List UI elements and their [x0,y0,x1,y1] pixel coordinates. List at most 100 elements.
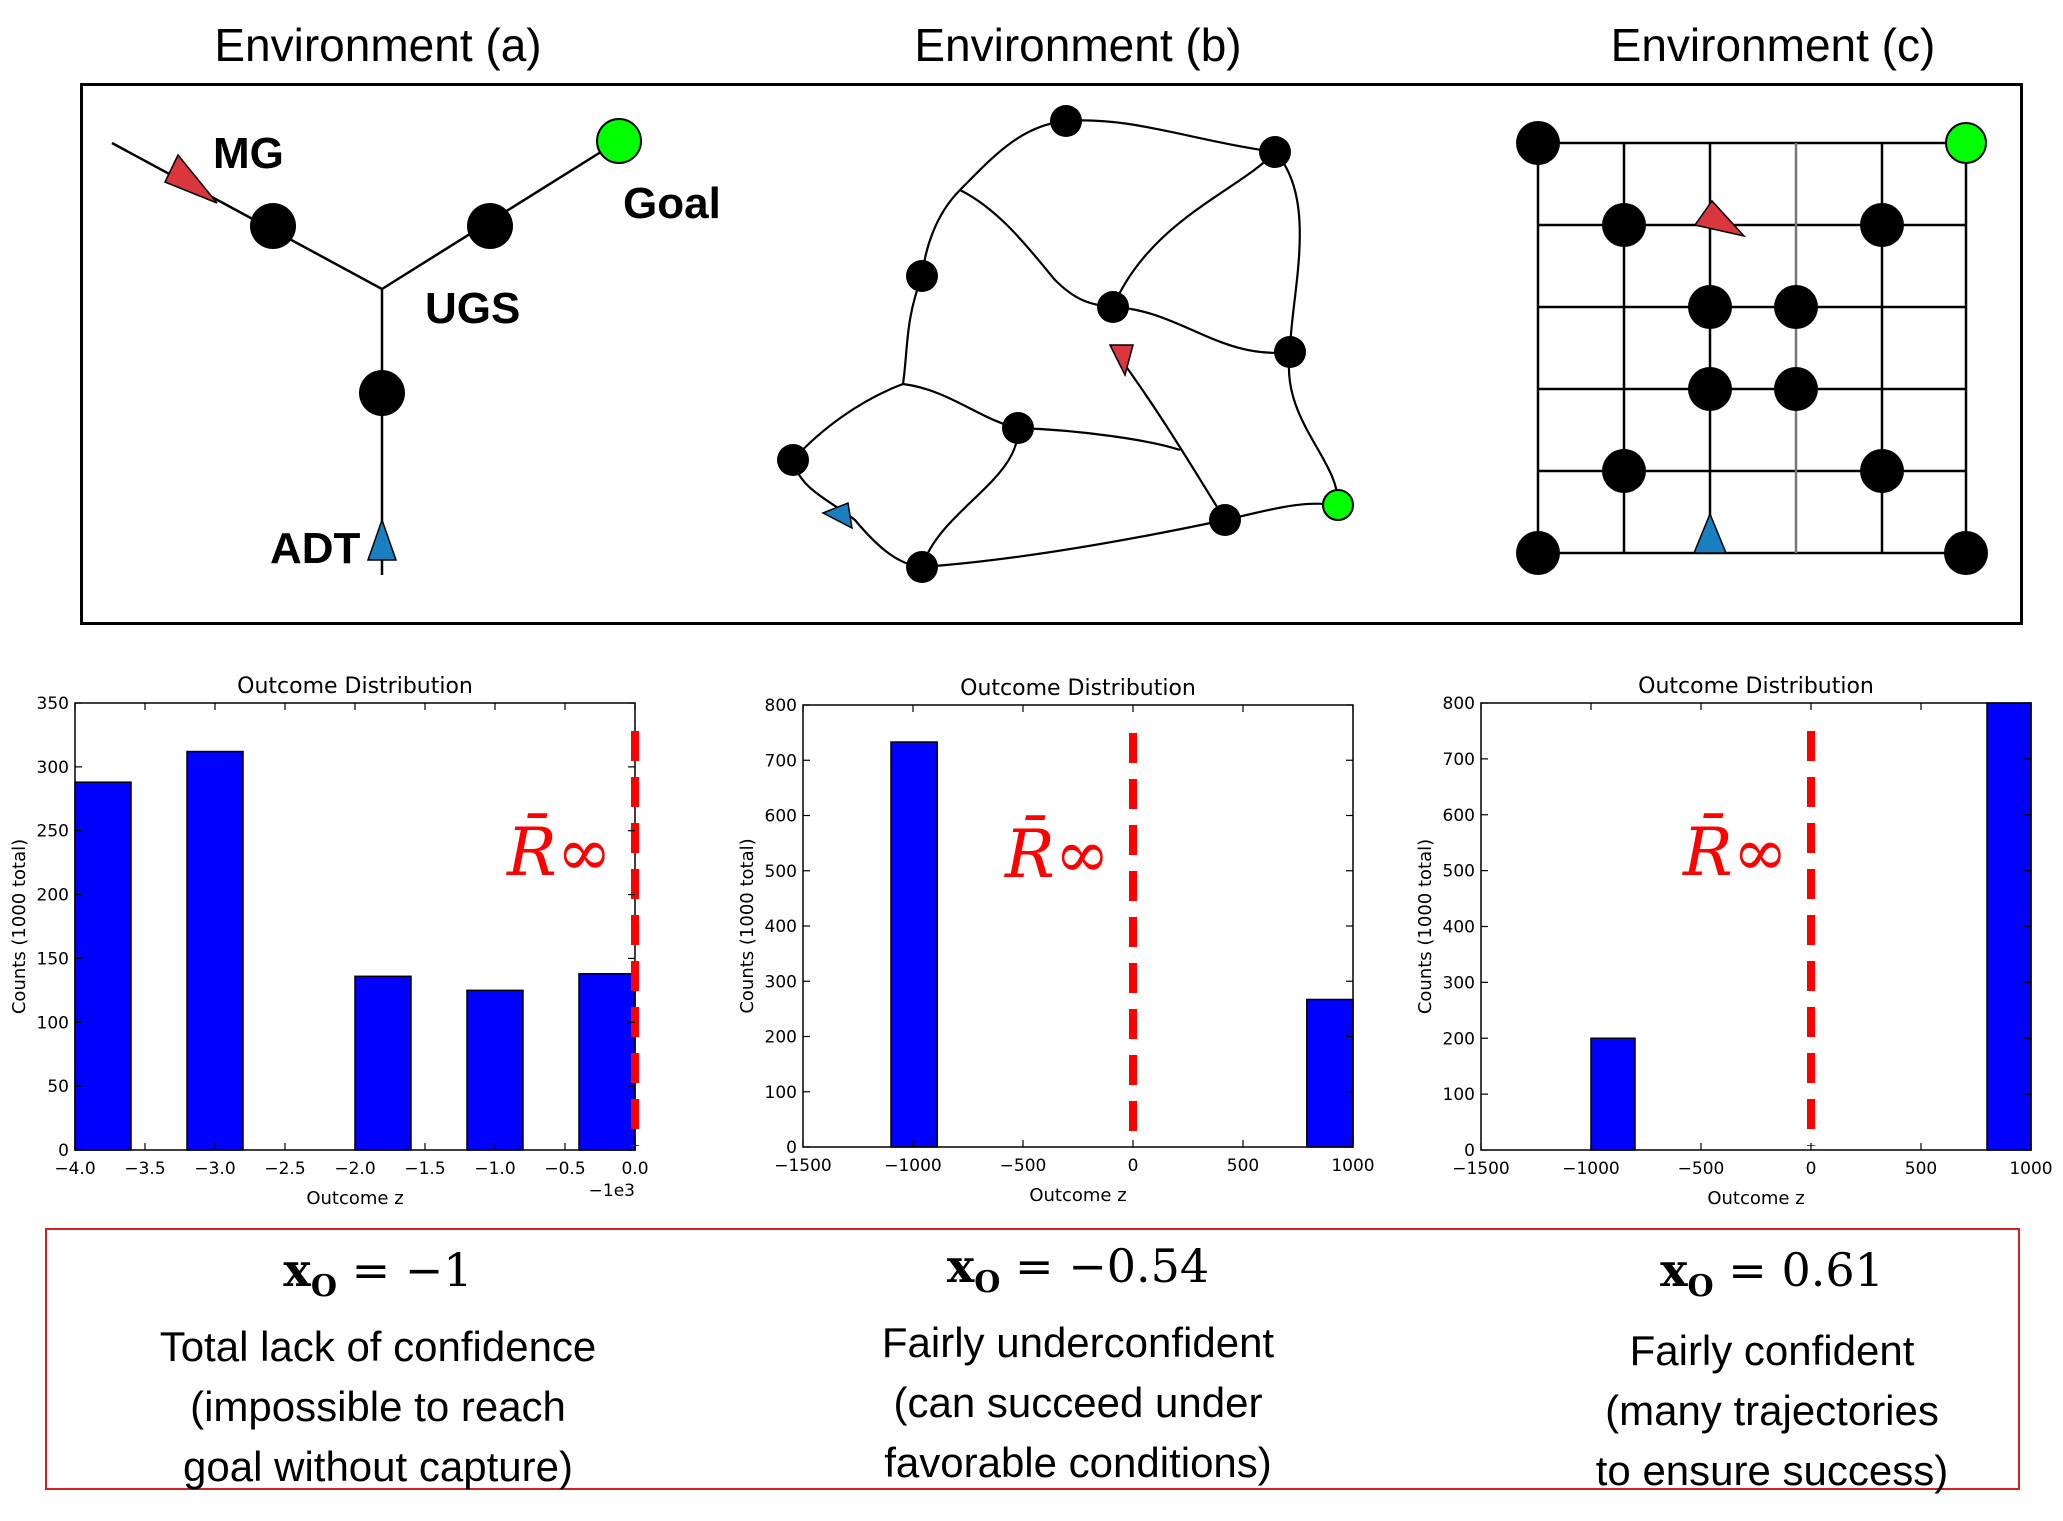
environment-a-nodes [250,203,513,416]
x-tick-label: −500 [1678,1159,1725,1179]
x-tick-label: −1000 [1562,1159,1620,1179]
node [1002,412,1034,444]
adt-marker-icon [366,517,398,561]
bar [354,975,412,1151]
node [1602,203,1646,247]
chart-title: Outcome Distribution [1638,674,1874,699]
bar [1590,1037,1636,1151]
node [777,444,809,476]
node [1860,449,1904,493]
x-tick-label: 1000 [1331,1156,1374,1176]
node [359,370,405,416]
summary-a: xO = −1 Total lack of confidence (imposs… [128,1240,628,1497]
environment-b-graph [791,119,1340,569]
summary-line: Fairly confident [1629,1327,1915,1375]
x-tick-label: −2.0 [334,1159,375,1179]
y-tick-label: 0 [786,1138,797,1158]
goal-label: Goal [623,179,721,228]
node [1259,136,1291,168]
threshold-label: R̄∞ [1004,816,1110,893]
y-axis-label: Counts (1000 total) [1415,839,1436,1014]
edge [921,518,1226,569]
node [906,260,938,292]
node [1774,367,1818,411]
y-tick-label: 350 [37,694,69,714]
bar [890,741,938,1148]
x-tick-label: 1000 [2009,1159,2052,1179]
edge [1274,151,1301,353]
y-tick-label: 200 [1443,1029,1475,1049]
x-axis-label: Outcome z [1707,1188,1804,1209]
y-tick-label: 800 [765,696,797,716]
x-tick-label: −3.5 [124,1159,165,1179]
confidence-formula: xO = −0.54 [946,1239,1210,1301]
y-tick-label: 300 [37,758,69,778]
y-tick-label: 700 [1443,750,1475,770]
bar [186,750,244,1151]
node [1688,285,1732,329]
summary-b: xO = −0.54 Fairly underconfident (can su… [828,1236,1328,1493]
edge [1111,151,1276,308]
environments-panel [80,83,2023,625]
summary-c: xO = 0.61 Fairly confident (many traject… [1522,1240,2022,1501]
ugs-label: UGS [425,284,520,333]
y-tick-label: 0 [58,1141,69,1161]
chart-b: R̄∞ −1500 −1000 −500 0 500 1000 0 100 200 300 400 50… [737,676,1375,1206]
y-tick-label: 300 [1443,973,1475,993]
summary-box [45,1228,2020,1490]
outcome-charts: R̄∞ −4.0 −3.5 −3.0 −2.5 −2.0 −1.5 −1.0 −0.5 0.0 0 5… [9,674,2053,1209]
y-tick-label: 300 [765,972,797,992]
summary-line: Total lack of confidence [159,1323,597,1371]
node [1274,336,1306,368]
summary-line: favorable conditions) [884,1439,1272,1487]
environment-b-nodes [777,105,1306,583]
x-tick-label: −3.0 [194,1159,235,1179]
edge [1065,119,1276,154]
chart-a: R̄∞ −4.0 −3.5 −3.0 −2.5 −2.0 −1.5 −1.0 −0.5 0.0 0 5… [9,674,649,1209]
mg-label: MG [213,129,284,178]
plot-frame [802,704,1354,1148]
node [1516,531,1560,575]
node [1050,105,1082,137]
x-tick-label: −1500 [1452,1159,1510,1179]
x-tick-label: −1.5 [404,1159,445,1179]
confidence-formula: xO = 0.61 [1660,1243,1884,1305]
chart-c: R̄∞ −1500 −1000 −500 0 500 1000 0 100 200 300 400 50… [1415,674,2053,1209]
y-tick-label: 200 [37,886,69,906]
edge [1287,351,1340,506]
y-tick-label: 500 [1443,862,1475,882]
node [1097,291,1129,323]
x-tick-label: −1000 [884,1156,942,1176]
x-tick-label: −0.5 [544,1159,585,1179]
edge [1112,305,1291,354]
node [1688,367,1732,411]
threshold-label: R̄∞ [506,814,612,891]
environment-a-title: Environment (a) [214,19,542,71]
x-tick-label: 500 [1227,1156,1259,1176]
summary-line: (impossible to reach [190,1383,566,1431]
summary-line: Fairly underconfident [881,1319,1275,1367]
y-tick-label: 250 [37,822,69,842]
x-tick-label: −500 [1000,1156,1047,1176]
edge [1017,426,1181,452]
y-tick-label: 100 [37,1013,69,1033]
node [1774,285,1818,329]
environment-b-title: Environment (b) [914,19,1242,71]
y-tick-label: 0 [1464,1141,1475,1161]
summary-line: (many trajectories [1605,1387,1939,1435]
y-axis-label: Counts (1000 total) [9,839,30,1014]
edge [791,459,923,569]
x-offset-label: −1e3 [589,1181,635,1201]
y-tick-label: 400 [765,917,797,937]
y-tick-label: 500 [765,862,797,882]
node [1516,121,1560,165]
x-tick-label: −1.0 [474,1159,515,1179]
bar [1306,998,1354,1148]
y-tick-label: 200 [765,1028,797,1048]
edge [1124,364,1226,521]
node [467,203,513,249]
y-tick-label: 800 [1443,694,1475,714]
x-tick-label: −2.5 [264,1159,305,1179]
goal-node [1945,122,1987,164]
node [1944,531,1988,575]
